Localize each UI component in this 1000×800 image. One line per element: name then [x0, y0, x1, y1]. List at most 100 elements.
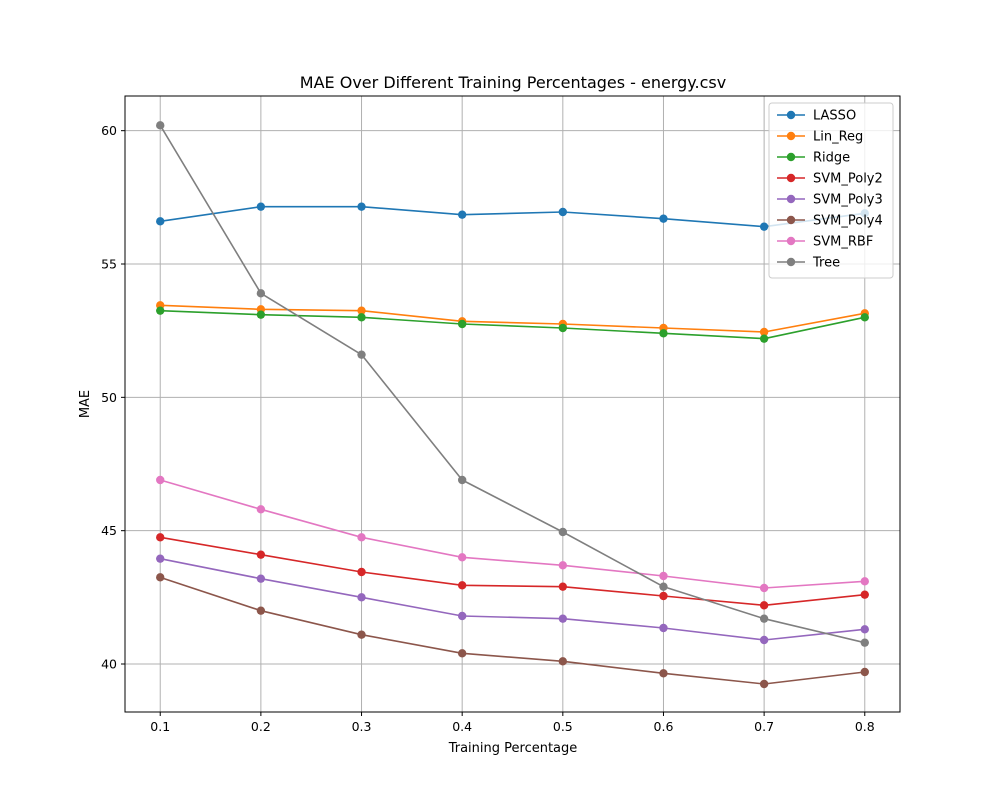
series-svm-poly4	[156, 573, 869, 689]
data-point-tree	[558, 527, 568, 537]
axes-frame	[124, 95, 901, 713]
series-svm-rbf	[156, 475, 869, 593]
x-tick-label: 0.5	[553, 719, 573, 734]
x-tick-label: 0.8	[855, 719, 875, 734]
legend-item-lin-reg: Lin_Reg	[777, 130, 863, 145]
data-point-lasso	[558, 207, 568, 217]
data-point-svm-poly4	[558, 657, 568, 666]
data-point-svm-poly3	[357, 593, 366, 602]
legend-label: SVM_RBF	[813, 235, 873, 250]
data-point-tree	[357, 350, 366, 359]
data-point-tree	[659, 582, 668, 591]
legend-item-svm-poly3: SVM_Poly3	[777, 193, 883, 208]
series-line-svm-poly2	[160, 536, 865, 607]
data-point-svm-poly2	[256, 550, 266, 559]
data-point-svm-poly4	[357, 630, 366, 639]
series-line-lasso	[160, 205, 865, 228]
legend: LASSO Lin_Reg Ridge SVM_Poly2 SVM_Poly3 SVM_P…	[768, 102, 894, 279]
data-point-svm-poly3	[558, 614, 568, 623]
data-point-svm-poly3	[860, 625, 869, 634]
series-svm-poly2	[156, 533, 869, 610]
legend-item-svm-poly2: SVM_Poly2	[777, 172, 883, 187]
data-point-svm-poly3	[457, 611, 467, 621]
data-point-ridge	[357, 313, 366, 322]
data-point-ridge	[256, 310, 266, 319]
legend-label: Tree	[812, 256, 840, 271]
chart-title: MAE Over Different Training Percentages …	[300, 73, 726, 92]
legend-swatch-marker	[786, 131, 796, 141]
data-point-svm-poly2	[860, 590, 869, 599]
x-axis-label: Training Percentage	[448, 741, 578, 756]
data-point-svm-rbf	[860, 577, 869, 586]
data-point-lasso	[156, 217, 165, 226]
legend-label: SVM_Poly3	[813, 193, 883, 208]
data-point-svm-rbf	[457, 553, 467, 562]
series-lines	[156, 121, 869, 689]
x-tick-label: 0.2	[251, 719, 271, 734]
data-point-svm-poly3	[659, 623, 668, 633]
legend-label: Ridge	[813, 151, 850, 166]
data-point-ridge	[759, 334, 769, 343]
legend-label: Lin_Reg	[813, 130, 863, 145]
data-point-tree	[256, 289, 266, 298]
data-point-svm-rbf	[759, 583, 769, 593]
data-point-ridge	[156, 306, 165, 315]
data-point-lasso	[457, 210, 467, 219]
series-ridge	[156, 306, 869, 343]
series-line-tree	[159, 124, 865, 644]
x-tick-label: 0.4	[452, 719, 472, 734]
data-point-svm-poly2	[659, 591, 668, 601]
y-tick-label: 40	[101, 657, 117, 672]
legend-item-ridge: Ridge	[777, 151, 850, 166]
x-tick-label: 0.7	[754, 719, 774, 734]
legend-swatch-marker	[786, 236, 796, 246]
data-point-ridge	[860, 313, 869, 322]
data-point-lasso	[256, 202, 266, 211]
y-tick-label: 45	[101, 523, 117, 538]
data-point-ridge	[558, 323, 568, 333]
data-point-svm-rbf	[558, 561, 568, 570]
data-point-lasso	[759, 222, 769, 231]
legend-swatch-marker	[786, 215, 796, 225]
data-point-svm-poly2	[156, 533, 165, 542]
data-point-lasso	[659, 214, 668, 223]
legend-swatch-marker	[786, 173, 796, 183]
x-tick-label: 0.1	[150, 719, 170, 734]
data-point-svm-poly2	[558, 582, 568, 591]
x-tick-label: 0.6	[654, 719, 674, 734]
legend-swatch-marker	[786, 152, 796, 162]
data-point-tree	[759, 614, 769, 623]
legend-item-tree: Tree	[777, 256, 840, 271]
legend-swatch-marker	[786, 194, 796, 204]
legend-label: LASSO	[813, 109, 856, 124]
data-point-ridge	[457, 319, 467, 329]
y-tick-label: 55	[101, 257, 117, 272]
data-point-tree	[860, 638, 869, 647]
y-tick-label: 60	[101, 123, 117, 138]
data-point-svm-rbf	[659, 571, 668, 581]
axis-ticks: 0.1 0.2 0.3 0.4 0.5 0.6 0.7 0.8 40 45 50 55 60	[101, 123, 875, 734]
data-point-svm-poly4	[860, 667, 869, 677]
data-point-svm-poly3	[156, 554, 165, 563]
data-point-svm-poly2	[457, 581, 467, 590]
y-tick-label: 50	[101, 390, 117, 405]
data-point-svm-poly4	[659, 669, 668, 678]
data-point-svm-rbf	[357, 533, 366, 542]
legend-item-lasso: LASSO	[777, 109, 856, 124]
data-point-svm-poly3	[256, 574, 266, 583]
series-line-svm-poly3	[160, 557, 865, 641]
data-point-tree	[156, 121, 165, 130]
data-point-svm-poly2	[357, 567, 366, 577]
data-point-svm-poly4	[759, 679, 769, 689]
data-point-tree	[457, 475, 467, 485]
data-point-svm-rbf	[156, 475, 165, 485]
legend-swatch-marker	[786, 110, 796, 120]
x-tick-label: 0.3	[352, 719, 372, 734]
legend-item-svm-rbf: SVM_RBF	[777, 235, 873, 250]
legend-swatch-marker	[786, 257, 796, 267]
series-line-lin-reg	[160, 304, 865, 333]
data-point-svm-poly4	[256, 606, 266, 615]
series-svm-poly3	[156, 554, 869, 645]
data-point-svm-poly4	[156, 573, 165, 582]
data-point-ridge	[659, 329, 668, 338]
